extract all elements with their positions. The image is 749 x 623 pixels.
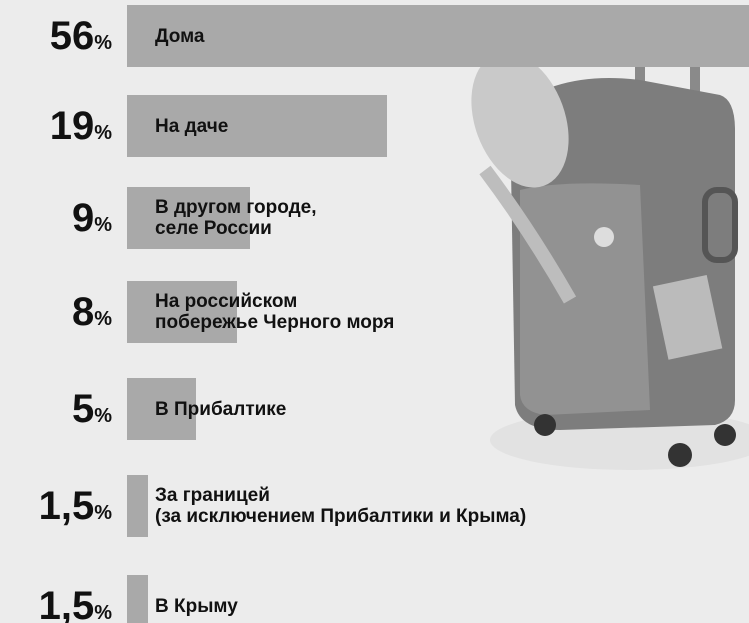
value-label: 8% xyxy=(71,290,112,334)
value-label: 1,5% xyxy=(38,484,112,528)
bar xyxy=(127,475,148,537)
bar xyxy=(127,5,749,67)
bar xyxy=(127,378,196,440)
value-label: 5% xyxy=(71,387,112,431)
category-label: Дома xyxy=(155,25,205,47)
bar xyxy=(127,575,148,623)
value-label: 19% xyxy=(49,104,112,148)
bar xyxy=(127,95,388,157)
category-label: На даче xyxy=(155,115,229,137)
value-label: 56% xyxy=(49,14,112,58)
category-label: В другом городе, селе России xyxy=(155,197,317,239)
bar xyxy=(127,187,251,249)
bar xyxy=(127,281,237,343)
category-label: В Крыму xyxy=(155,595,238,617)
value-label: 1,5% xyxy=(38,584,112,623)
category-label: На российском побережье Черного моря xyxy=(155,291,395,333)
category-label: За границей (за исключением Прибалтики и… xyxy=(155,485,527,527)
value-label: 9% xyxy=(71,196,112,240)
category-label: В Прибалтике xyxy=(155,398,287,420)
